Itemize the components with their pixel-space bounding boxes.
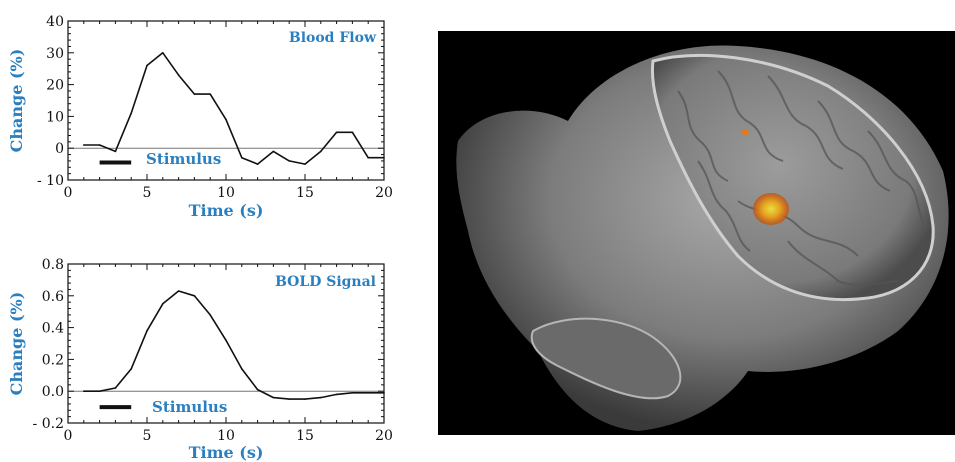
data-point [83, 144, 85, 146]
data-point [241, 156, 243, 159]
x-tick-label: 0 [64, 185, 73, 201]
data-point [288, 398, 291, 400]
data-point [177, 74, 180, 76]
y-tick-label: 0.6 [42, 289, 64, 305]
y-tick-label: 10 [46, 109, 64, 125]
data-point [162, 302, 164, 305]
x-tick-label: 15 [296, 185, 314, 201]
y-axis-title: Change (%) [7, 292, 26, 396]
data-point [98, 144, 101, 146]
series-line [83, 290, 384, 400]
data-point [98, 390, 101, 393]
y-tick-label: 0.2 [42, 352, 64, 368]
data-point [304, 163, 306, 165]
stimulus-label: Stimulus [146, 150, 221, 168]
data-point [146, 64, 148, 67]
y-tick-label: 40 [46, 14, 64, 30]
x-tick-label: 5 [143, 428, 152, 444]
x-tick-label: 20 [375, 428, 393, 444]
data-point [351, 131, 354, 134]
brain-cut-plane [650, 53, 935, 302]
data-point [335, 131, 338, 134]
data-point [193, 295, 196, 297]
series-label: Blood Flow [289, 30, 377, 46]
x-tick-label: 5 [143, 185, 152, 201]
data-point [177, 290, 180, 292]
activation-blob-large [753, 193, 789, 225]
data-point [209, 93, 211, 95]
data-point [114, 387, 117, 389]
series-line [83, 51, 384, 165]
data-point [225, 339, 227, 342]
bold-signal-chart: 0 5 10 15 20 - 0.2 0.0 0.2 0.4 0.6 0.8 Time (s) Chan… [7, 257, 393, 462]
data-point [367, 156, 370, 159]
data-point [383, 391, 385, 394]
data-point [351, 391, 354, 394]
y-tick-label: - 10 [37, 173, 64, 189]
y-tick-label: 0.0 [42, 384, 64, 400]
y-tick-label: 0.4 [42, 321, 64, 337]
series-label: BOLD Signal [275, 274, 376, 290]
brain-folds [677, 70, 927, 287]
data-point [256, 163, 259, 165]
data-point [241, 368, 243, 370]
y-axis-title: Change (%) [7, 49, 26, 153]
data-point [367, 391, 370, 394]
data-point [114, 150, 117, 153]
data-point [320, 150, 322, 153]
y-tick-label: 20 [46, 78, 64, 94]
x-tick-label: 20 [375, 185, 393, 201]
x-tick-label: 10 [217, 428, 235, 444]
data-point [130, 112, 132, 115]
data-point [209, 314, 211, 316]
x-axis-title: Time (s) [189, 443, 264, 462]
data-point [83, 390, 85, 393]
x-tick-label: 0 [64, 428, 73, 444]
data-point [335, 393, 338, 396]
data-point [272, 150, 275, 153]
data-point [288, 160, 291, 162]
y-tick-label: 0.8 [42, 257, 64, 273]
activation-blob-small [741, 129, 749, 135]
y-tick-label: 0 [55, 141, 64, 157]
ear-shape [530, 317, 682, 400]
x-tick-label: 10 [217, 185, 235, 201]
data-point [146, 329, 148, 332]
data-point [256, 388, 259, 391]
data-point [225, 118, 227, 121]
data-point [162, 52, 164, 54]
data-point [304, 398, 306, 400]
data-point [130, 368, 132, 370]
data-point [272, 396, 275, 399]
data-point [383, 156, 385, 159]
x-tick-label: 15 [296, 428, 314, 444]
data-point [320, 396, 322, 399]
y-tick-label: 30 [46, 46, 64, 62]
x-axis-title: Time (s) [189, 201, 264, 220]
y-tick-label: - 0.2 [33, 416, 64, 432]
data-point [193, 93, 196, 95]
stimulus-label: Stimulus [152, 398, 227, 416]
brain-render-image [438, 31, 955, 435]
